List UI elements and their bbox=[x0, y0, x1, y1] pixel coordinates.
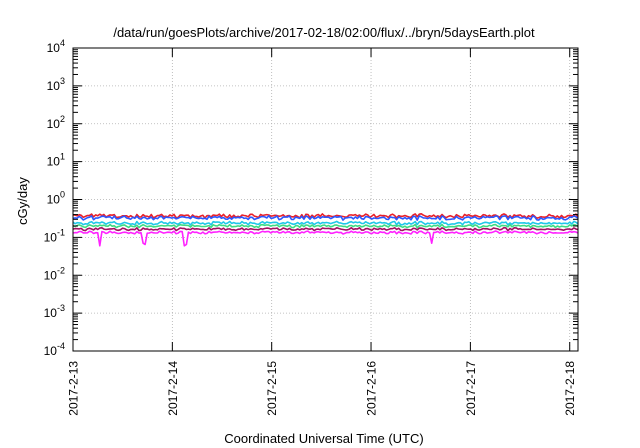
x-tick-label: 2017-2-14 bbox=[166, 361, 180, 416]
series-line-4 bbox=[72, 226, 579, 232]
x-tick-label: 2017-2-16 bbox=[365, 361, 379, 416]
y-tick-label: 100 bbox=[47, 190, 65, 207]
y-tick-label: 103 bbox=[47, 76, 65, 93]
x-tick-label: 2017-2-17 bbox=[464, 361, 478, 416]
x-tick-label: 2017-2-15 bbox=[265, 361, 279, 416]
series-line-3 bbox=[72, 223, 579, 229]
y-tick-label: 10-3 bbox=[44, 303, 65, 320]
tick-labels: 104 103 102 101 100 10-1 10-2 10-3 10-42017-2-13… bbox=[44, 38, 578, 416]
grid bbox=[73, 48, 578, 351]
y-axis-label: cGy/day bbox=[15, 177, 30, 225]
y-tick-label: 10-4 bbox=[44, 341, 65, 358]
series-line-2 bbox=[72, 220, 579, 226]
series-line-1 bbox=[72, 214, 579, 221]
y-tick-label: 104 bbox=[47, 38, 65, 55]
chart-title: /data/run/goesPlots/archive/2017-02-18/0… bbox=[113, 25, 535, 40]
y-tick-label: 102 bbox=[47, 114, 65, 131]
y-tick-label: 101 bbox=[47, 152, 65, 169]
x-tick-label: 2017-2-13 bbox=[67, 361, 81, 416]
x-axis-label: Coordinated Universal Time (UTC) bbox=[224, 431, 423, 446]
series-line-5 bbox=[72, 230, 579, 247]
y-tick-label: 10-1 bbox=[44, 227, 65, 244]
series-group bbox=[72, 213, 579, 247]
x-tick-label: 2017-2-18 bbox=[563, 361, 577, 416]
series-line-0 bbox=[72, 213, 579, 219]
y-tick-label: 10-2 bbox=[44, 265, 65, 282]
ticks bbox=[72, 47, 578, 352]
